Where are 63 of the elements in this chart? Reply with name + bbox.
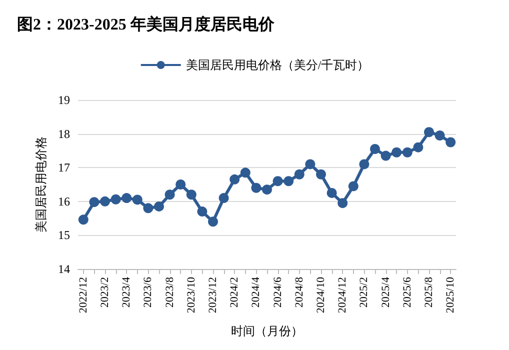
point: [272, 176, 283, 186]
x-tick-label: 2023/4: [120, 276, 133, 308]
legend-label: 美国居民用电价格（美分/千瓦时）: [186, 58, 370, 72]
x-tick-label: 2024/2: [228, 277, 241, 308]
point: [446, 137, 456, 148]
x-tick-label: 2022/12: [77, 277, 90, 314]
x-axis-title: 时间（月份）: [231, 324, 303, 338]
x-tick-label: 2023/2: [99, 277, 111, 308]
point: [89, 197, 100, 208]
point: [359, 159, 370, 170]
point: [164, 190, 175, 200]
point: [176, 180, 186, 190]
x-tick-label: 2023/10: [185, 276, 198, 314]
point: [262, 184, 272, 195]
point: [326, 188, 337, 198]
y-axis-title: 美国居民用电价格: [34, 136, 48, 232]
y-tick-label: 16: [58, 194, 70, 208]
y-tick-label: 14: [58, 262, 70, 276]
point: [338, 198, 348, 208]
y-tick-label: 19: [58, 93, 70, 107]
point: [240, 168, 250, 178]
point: [434, 130, 445, 140]
point: [392, 147, 402, 158]
point: [208, 216, 218, 227]
x-tick-label: 2025/4: [380, 276, 392, 308]
point: [413, 142, 424, 152]
point: [402, 147, 412, 158]
point: [251, 182, 262, 193]
point: [122, 193, 132, 204]
point: [294, 169, 304, 180]
point: [230, 174, 240, 184]
x-tick-label: 2024/6: [272, 276, 284, 308]
point: [370, 144, 380, 154]
point: [380, 150, 391, 161]
y-tick-label: 18: [58, 126, 70, 141]
chart-title: 图2：2023-2025 年美国月度居民电价: [17, 14, 276, 34]
x-tick-label: 2025/8: [423, 276, 435, 308]
x-tick-label: 2024/10: [315, 276, 327, 314]
point: [110, 194, 121, 204]
x-tick-label: 2024/4: [250, 276, 262, 308]
point: [143, 203, 154, 214]
x-tick-label: 2025/6: [401, 276, 414, 308]
point: [348, 181, 358, 192]
x-tick-label: 2025/2: [358, 277, 370, 308]
x-tick-label: 2024/12: [336, 277, 349, 314]
y-tick-label: 15: [58, 228, 70, 242]
point: [218, 193, 229, 204]
point: [424, 127, 434, 138]
x-tick-label: 2025/10: [444, 276, 457, 314]
point: [154, 201, 164, 212]
point: [316, 169, 326, 180]
point: [78, 214, 88, 225]
x-tick-label: 2023/6: [142, 276, 154, 308]
point: [100, 196, 110, 206]
point: [197, 206, 208, 217]
point: [186, 190, 196, 200]
x-tick-label: 2024/8: [293, 276, 306, 308]
y-tick-label: 17: [58, 160, 70, 175]
x-tick-label: 2023/8: [164, 276, 176, 308]
point: [132, 194, 142, 205]
point: [305, 159, 316, 170]
point: [284, 176, 294, 186]
x-tick-label: 2023/12: [207, 277, 219, 314]
